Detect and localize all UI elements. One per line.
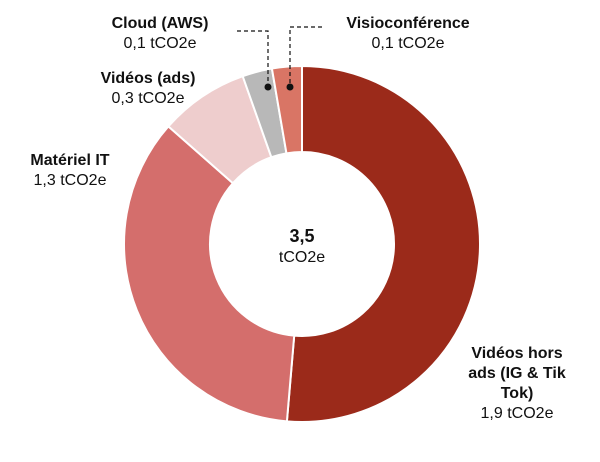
label-materiel-it-name: Matériel IT (30, 152, 109, 169)
label-visioconference-name: Visioconférence (346, 15, 469, 32)
label-cloud-aws-value: 0,1 tCO2e (124, 35, 197, 52)
center-unit-label: tCO2e (279, 249, 325, 266)
label-videos-ads-name: Vidéos (ads) (101, 70, 196, 87)
label-visioconference-value: 0,1 tCO2e (372, 35, 445, 52)
leader-dot-cloud-aws (264, 83, 272, 91)
label-videos-ads-value: 0,3 tCO2e (112, 90, 185, 107)
label-cloud-aws-name: Cloud (AWS) (112, 15, 209, 32)
label-materiel-it-value: 1,3 tCO2e (34, 172, 107, 189)
label-videos-hors-ads-line-2: ads (IG & Tik (468, 365, 566, 382)
label-materiel-it: Matériel IT 1,3 tCO2e (30, 152, 109, 189)
slice-materiel-it (123, 124, 296, 423)
label-videos-hors-ads-line-1: Vidéos hors (471, 345, 562, 362)
label-videos-ads: Vidéos (ads) 0,3 tCO2e (101, 70, 196, 107)
label-visioconference: Visioconférence 0,1 tCO2e (346, 15, 469, 52)
leader-line-cloud-aws (237, 30, 269, 86)
donut-slices (123, 64, 481, 423)
label-videos-hors-ads: Vidéos hors ads (IG & Tik Tok) 1,9 tCO2e (468, 345, 566, 422)
slice-visioconference (270, 64, 303, 155)
label-videos-hors-ads-value: 1,9 tCO2e (481, 405, 554, 422)
leader-dot-visioconference (286, 83, 294, 91)
slice-videos-hors-ads (285, 64, 481, 423)
center-total-label: 3,5 (289, 226, 314, 246)
leader-line-visioconference (289, 26, 322, 86)
label-cloud-aws: Cloud (AWS) 0,1 tCO2e (112, 15, 209, 52)
label-videos-hors-ads-line-3: Tok) (501, 385, 534, 402)
